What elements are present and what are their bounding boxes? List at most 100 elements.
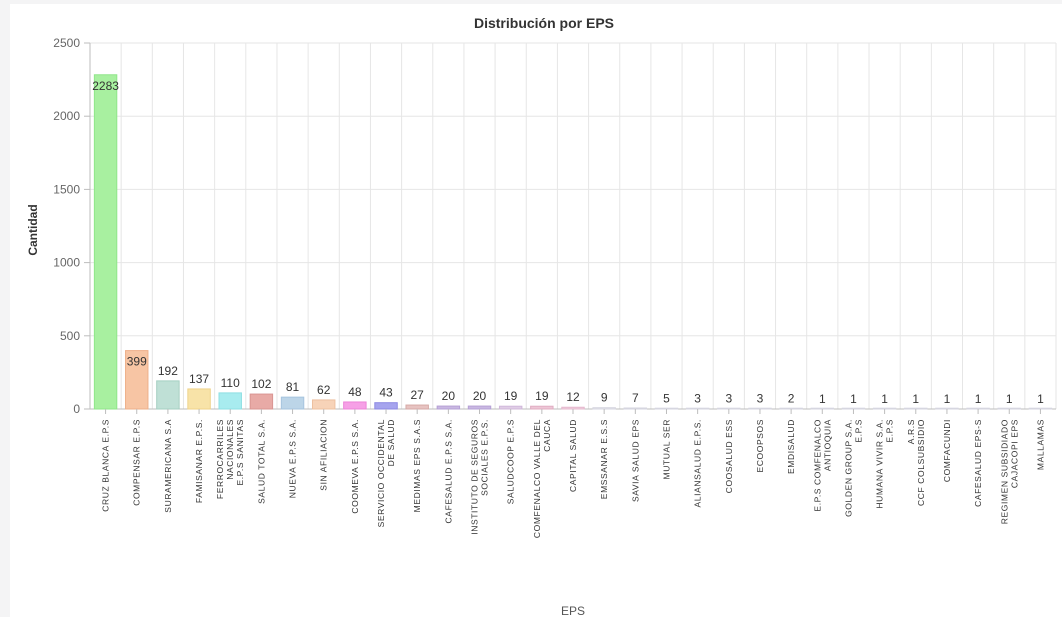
y-tick-label: 500: [60, 329, 80, 343]
x-category-label: NACIONALES: [225, 419, 235, 480]
bar-value-label: 2283: [92, 79, 119, 93]
y-tick-label: 0: [73, 402, 80, 416]
bar[interactable]: [561, 406, 585, 410]
bar-value-label: 12: [566, 390, 580, 404]
bar-value-label: 20: [442, 389, 456, 403]
x-category-label: NUEVA E.P.S S.A.: [288, 419, 298, 498]
bar-value-label: 137: [189, 372, 209, 386]
x-category-label: EMDISALUD: [786, 419, 796, 474]
bar-value-label: 2: [788, 392, 795, 406]
x-category-label: SOCIALES E.P.S.: [480, 419, 490, 496]
x-category-label: CRUZ BLANCA E.P.S: [101, 419, 111, 512]
bar[interactable]: [810, 407, 835, 410]
bar-value-label: 1: [881, 392, 888, 406]
bar[interactable]: [156, 380, 180, 410]
bar-value-label: 3: [757, 392, 764, 406]
bar-value-label: 1: [912, 392, 919, 406]
bar-value-label: 20: [473, 389, 487, 403]
bar-value-label: 1: [819, 392, 826, 406]
bar[interactable]: [467, 405, 492, 410]
bar[interactable]: [93, 74, 118, 410]
bar[interactable]: [748, 407, 772, 410]
bar-value-label: 399: [127, 355, 147, 369]
x-category-label: DE SALUD: [386, 419, 396, 466]
x-category-label: GOLDEN GROUP S.A.: [843, 419, 853, 517]
bar[interactable]: [280, 396, 305, 410]
bar-value-label: 48: [348, 385, 362, 399]
bar-chart: Distribución por EPS 0500100015002000250…: [26, 15, 1057, 617]
x-category-label: SALUDCOOP E.P.S: [506, 419, 516, 504]
x-category-label: REGIMEN SUBSIDIADO: [999, 419, 1009, 524]
bar[interactable]: [685, 407, 710, 410]
x-category-label: SAVIA SALUD EPS: [630, 419, 640, 502]
bar-value-label: 5: [663, 391, 670, 405]
chart-title: Distribución por EPS: [474, 15, 614, 31]
bar-value-label: 19: [535, 389, 549, 403]
bar[interactable]: [218, 392, 242, 410]
x-category-label: CAUCA: [542, 419, 552, 452]
bar-value-label: 7: [632, 391, 639, 405]
x-category-label: CAPITAL SALUD: [568, 419, 578, 492]
x-category-label: ECOOPSOS: [755, 419, 765, 472]
bar[interactable]: [498, 405, 523, 410]
x-category-label: HUMANA VIVIR S.A.: [875, 419, 885, 509]
x-category-label: SIN AFILIACION: [319, 419, 329, 491]
x-category-label: COMFENALCO VALLE DEL: [532, 419, 542, 538]
bar[interactable]: [904, 407, 928, 410]
bar[interactable]: [187, 388, 211, 410]
bar[interactable]: [717, 407, 741, 410]
bar[interactable]: [374, 402, 398, 410]
bar[interactable]: [343, 401, 367, 410]
bar[interactable]: [779, 407, 803, 410]
y-axis-title: Cantidad: [26, 204, 40, 255]
bar-value-label: 1: [944, 392, 951, 406]
x-category-label: INSTITUTO DE SEGUROS: [470, 419, 480, 535]
x-category-label: ANTIOQUIA: [822, 419, 832, 471]
bar[interactable]: [249, 393, 274, 410]
x-category-label: COMPENSAR E.P.S: [132, 419, 142, 506]
bar[interactable]: [841, 407, 866, 410]
x-category-label: MEDIMAS EPS S.A.S: [412, 419, 422, 512]
x-axis: CRUZ BLANCA E.P.S COMPENSAR E.P.S SURAMERI…: [101, 409, 1045, 538]
bar-value-label: 110: [221, 376, 240, 390]
bar[interactable]: [436, 405, 461, 410]
bar[interactable]: [1028, 407, 1053, 410]
bar-value-label: 3: [725, 392, 732, 406]
x-category-label: E.P.S: [885, 419, 895, 443]
bar-value-label: 43: [379, 386, 393, 400]
bar[interactable]: [623, 407, 648, 410]
x-category-label: MUTUAL SER: [661, 419, 671, 479]
bar[interactable]: [997, 407, 1021, 410]
gridlines: [89, 42, 1057, 410]
x-category-label: COMFACUNDI: [942, 419, 952, 482]
bar[interactable]: [530, 405, 554, 410]
x-axis-title: EPS: [561, 604, 585, 617]
x-category-label: COOMEVA E.P.S S.A.: [350, 419, 360, 514]
bar[interactable]: [405, 404, 429, 410]
bar[interactable]: [592, 407, 616, 410]
y-tick-label: 2000: [53, 109, 80, 123]
bar-value-label: 19: [504, 389, 518, 403]
bar-value-label: 9: [601, 391, 608, 405]
bar[interactable]: [935, 407, 959, 410]
x-category-label: CAFESALUD E.P.S S.A.: [443, 419, 453, 523]
bar-value-label: 1: [1006, 392, 1013, 406]
y-axis: 0 500 1000 1500 2000 2500: [53, 36, 1056, 416]
x-category-label: EMSSANAR E.S.S: [599, 419, 609, 499]
bar-value-label: 81: [286, 380, 300, 394]
x-category-label: SALUD TOTAL S.A.: [256, 419, 266, 504]
y-tick-label: 2500: [53, 36, 80, 50]
x-category-label: CCF COLSUBSIDIO: [916, 419, 926, 506]
bar[interactable]: [311, 399, 336, 410]
x-category-label: COOSALUD ESS: [724, 419, 734, 493]
x-category-label: E.P.S COMFENALCO: [812, 419, 822, 512]
bar-value-label: 1: [850, 392, 857, 406]
x-category-label: FERROCARRILES: [215, 419, 225, 499]
chart-card: Distribución por EPS 0 500 1000 1500 2000 250…: [10, 4, 1062, 617]
bar[interactable]: [872, 407, 897, 410]
bar[interactable]: [654, 407, 679, 410]
bar-value-label: 3: [694, 392, 701, 406]
y-tick-label: 1000: [53, 256, 80, 270]
bar[interactable]: [966, 407, 990, 410]
x-category-label: MALLAMAS: [1035, 419, 1045, 470]
